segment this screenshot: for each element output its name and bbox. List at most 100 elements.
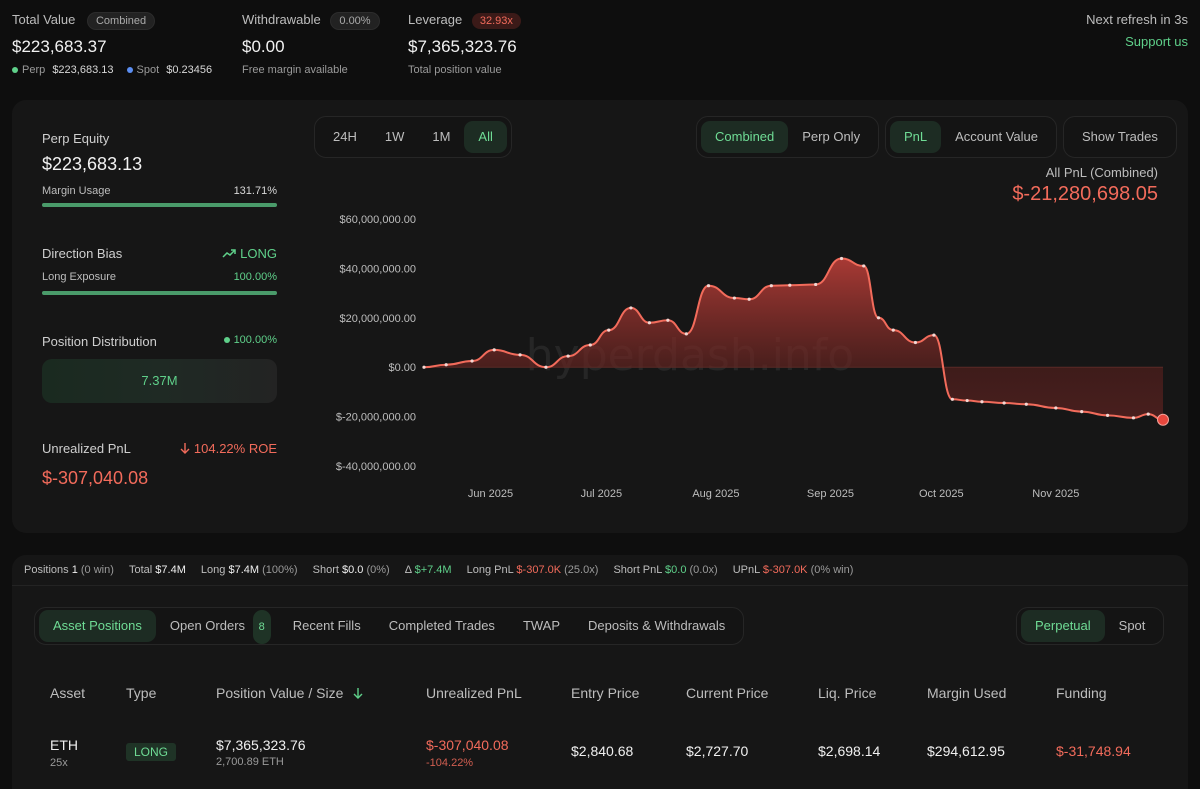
tab-twap[interactable]: TWAP — [522, 618, 561, 633]
col-asset[interactable]: Asset — [50, 685, 86, 701]
range-1w[interactable]: 1W — [384, 129, 405, 144]
range-selector: 24H 1W 1M All — [314, 116, 512, 158]
long-exposure-value: 100.00% — [233, 271, 277, 283]
pnl-point — [913, 340, 918, 345]
y-tick-label: $40,000,000.00 — [340, 263, 416, 275]
pnl-point — [566, 354, 570, 358]
current-point-marker — [1157, 413, 1169, 426]
metric-pnl[interactable]: PnL — [890, 121, 942, 153]
perp-equity-label: Perp Equity — [42, 131, 110, 146]
y-tick-label: $0.00 — [388, 362, 416, 374]
row-current-price: $2,727.70 — [686, 743, 749, 759]
show-trades-button[interactable]: Show Trades — [1082, 129, 1158, 144]
stat-long-pnl-value: $-307.0K — [516, 564, 562, 576]
metric-account-value[interactable]: Account Value — [955, 129, 1039, 144]
support-link[interactable]: Support us — [1125, 34, 1188, 49]
pnl-point — [544, 365, 548, 369]
y-tick-label: $20,000,000.00 — [340, 313, 416, 325]
row-asset: ETH — [50, 737, 78, 753]
trending-up-icon — [222, 249, 236, 258]
stat-upnl-label: UPnL — [732, 564, 760, 576]
pnl-point — [732, 296, 736, 300]
mode-combined[interactable]: Combined — [701, 121, 789, 153]
tab-deposits-withdrawals[interactable]: Deposits & Withdrawals — [588, 618, 726, 633]
range-24h[interactable]: 24H — [333, 129, 357, 144]
pnl-point — [588, 343, 592, 347]
col-type[interactable]: Type — [126, 685, 157, 701]
tab-spot[interactable]: Spot — [1118, 618, 1146, 633]
tab-completed-trades[interactable]: Completed Trades — [388, 618, 495, 633]
col-margin-used[interactable]: Margin Used — [927, 685, 1007, 701]
row-upnl-pct: -104.22% — [426, 757, 474, 769]
row-type-badge: LONG — [126, 743, 177, 761]
y-tick-label: $60,000,000.00 — [340, 214, 416, 226]
range-1m[interactable]: 1M — [432, 129, 451, 144]
distribution-bar: 7.37M — [42, 359, 277, 403]
row-position-value: $7,365,323.76 — [216, 737, 306, 753]
x-tick-label: Jul 2025 — [581, 488, 623, 500]
combined-badge: Combined — [86, 12, 156, 30]
pnl-point — [965, 398, 969, 403]
leverage-badge: 32.93x — [471, 13, 521, 29]
pnl-area-positive — [428, 258, 944, 367]
stat-long-value: $7.4M — [228, 564, 260, 576]
stat-short-pnl-x: (0.0x) — [689, 564, 718, 576]
pnl-area-negative — [424, 367, 1163, 420]
col-current-price[interactable]: Current Price — [686, 685, 769, 701]
stat-short-label: Short — [312, 564, 339, 576]
direction-bias: LONG — [42, 246, 277, 261]
perp-label: Perp — [22, 64, 46, 76]
pnl-point — [980, 400, 984, 404]
x-tick-label: Jun 2025 — [468, 488, 513, 500]
col-entry-price[interactable]: Entry Price — [571, 685, 640, 701]
tab-perpetual[interactable]: Perpetual — [1021, 610, 1105, 642]
pnl-point — [470, 359, 474, 363]
pnl-point — [1146, 412, 1150, 416]
perp-equity-value: $223,683.13 — [42, 154, 143, 174]
withdrawable-section: Withdrawable 0.00% — [242, 12, 380, 30]
row-size: 2,700.89 ETH — [216, 756, 284, 768]
refresh-status: Next refresh in 3s — [1086, 12, 1188, 27]
pnl-point — [706, 284, 711, 288]
stat-short-value: $0.0 — [342, 564, 364, 576]
row-upnl: $-307,040.08 — [426, 737, 509, 753]
col-liq-price[interactable]: Liq. Price — [818, 685, 877, 701]
col-unrealized-pnl[interactable]: Unrealized PnL — [426, 685, 522, 701]
range-all[interactable]: All — [464, 121, 507, 153]
stat-long-pct: (100%) — [262, 564, 298, 576]
spot-dot-icon — [126, 67, 133, 74]
spot-value: $0.23456 — [166, 64, 213, 76]
unrealized-pnl-value: $-307,040.08 — [42, 468, 149, 488]
total-value: $223,683.37 — [12, 37, 107, 56]
x-tick-label: Aug 2025 — [692, 488, 739, 500]
pnl-point — [518, 353, 522, 357]
tab-open-orders[interactable]: Open Orders 8 — [156, 610, 279, 644]
tab-recent-fills[interactable]: Recent Fills — [292, 618, 361, 633]
stat-long-label: Long — [200, 564, 226, 576]
long-exposure-fill — [42, 291, 277, 295]
col-funding[interactable]: Funding — [1056, 685, 1107, 701]
mode-perp-only[interactable]: Perp Only — [802, 129, 861, 144]
margin-usage-label: Margin Usage — [42, 185, 111, 197]
open-orders-count: 8 — [252, 610, 271, 644]
pnl-point — [607, 328, 611, 332]
withdrawable-value: $0.00 — [242, 37, 285, 56]
leverage-label: Leverage — [408, 12, 463, 27]
tab-asset-positions[interactable]: Asset Positions — [39, 610, 156, 642]
pnl-point — [1054, 406, 1058, 410]
stats-divider — [12, 585, 1188, 586]
positions-panel — [12, 555, 1188, 789]
perp-spot-breakdown: Perp $223,683.13 Spot $0.23456 — [12, 64, 212, 76]
col-position-value[interactable]: Position Value / Size — [216, 685, 363, 701]
stat-positions-win: (0 win) — [80, 564, 114, 576]
stat-long-pnl-x: (25.0x) — [564, 564, 599, 576]
withdrawable-badge: 0.00% — [330, 12, 380, 30]
pnl-point — [862, 264, 866, 268]
long-exposure-bar — [42, 291, 277, 295]
leverage-section: Leverage 32.93x — [408, 12, 521, 29]
stat-upnl-win: (0% win) — [810, 564, 854, 576]
margin-usage-bar — [42, 203, 277, 207]
chart-header-value: $-21,280,698.05 — [1012, 183, 1158, 205]
pnl-point — [1024, 402, 1028, 406]
pnl-point — [788, 283, 792, 287]
